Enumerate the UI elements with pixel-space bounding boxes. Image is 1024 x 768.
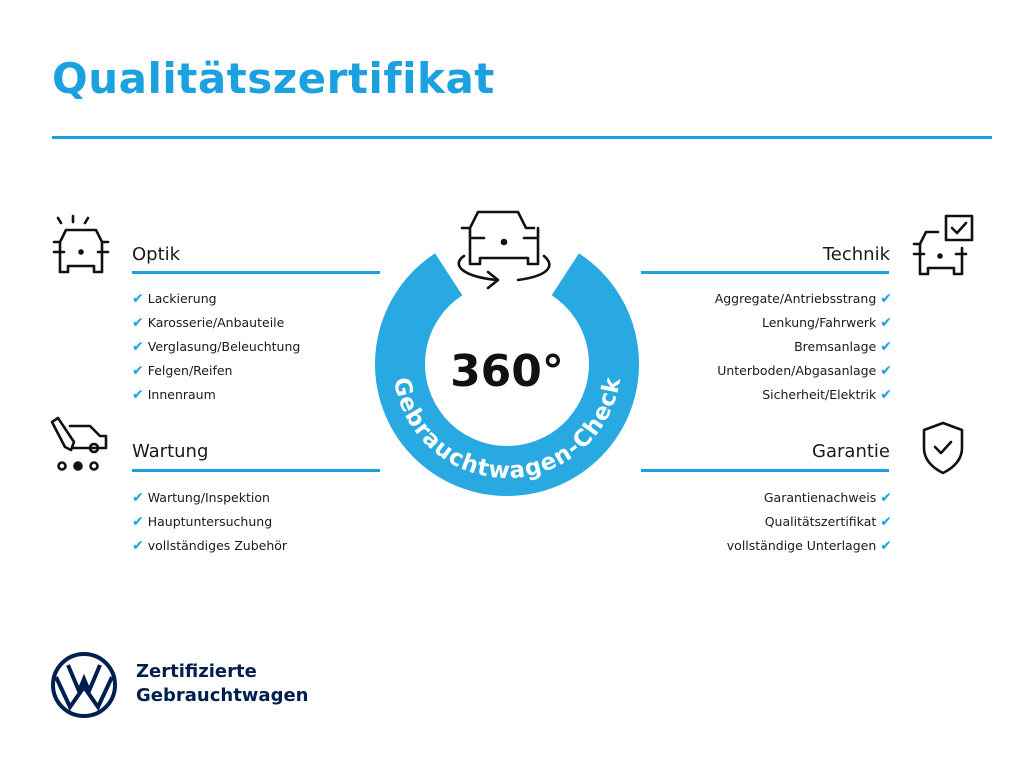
check-icon: ✔: [880, 363, 892, 379]
check-icon: ✔: [880, 514, 892, 530]
list-item: Lenkung/Fahrwerk ✔: [642, 311, 892, 335]
check-icon: ✔: [880, 387, 892, 403]
list-item: ✔ Hauptuntersuchung: [132, 510, 382, 534]
car-rotate-icon: [457, 210, 551, 290]
item-label: Sicherheit/Elektrik: [762, 387, 877, 402]
page-title: Qualitätszertifikat: [52, 54, 495, 103]
list-item: Garantienachweis ✔: [642, 486, 892, 510]
brand-line-2: Gebrauchtwagen: [136, 685, 309, 706]
check-icon: ✔: [132, 387, 144, 403]
list-item: ✔ Wartung/Inspektion: [132, 486, 382, 510]
shield-check-icon: [922, 421, 964, 475]
list-item: vollständige Unterlagen ✔: [642, 534, 892, 558]
degree-label: 360°: [450, 346, 564, 397]
list-item: ✔ Innenraum: [132, 383, 382, 407]
list-wartung: ✔ Wartung/Inspektion ✔ Hauptuntersuchung ✔…: [132, 486, 382, 558]
list-garantie: Garantienachweis ✔ Qualitätszertifikat ✔ v…: [642, 486, 892, 558]
section-divider-wartung: [132, 469, 380, 472]
list-item: ✔ Lackierung: [132, 287, 382, 311]
section-title-technik: Technik: [822, 244, 890, 265]
item-label: Karosserie/Anbauteile: [147, 315, 285, 330]
ring-arc: [375, 253, 639, 497]
list-item: ✔ Karosserie/Anbauteile: [132, 311, 382, 335]
list-item: ✔ Felgen/Reifen: [132, 359, 382, 383]
check-icon: ✔: [132, 490, 144, 506]
item-label: Verglasung/Beleuchtung: [147, 339, 301, 354]
check-icon: ✔: [132, 291, 144, 307]
list-technik: Aggregate/Antriebsstrang ✔ Lenkung/Fahrwe…: [642, 287, 892, 407]
check-icon: ✔: [132, 339, 144, 355]
list-item: Aggregate/Antriebsstrang ✔: [642, 287, 892, 311]
item-label: Garantienachweis: [763, 490, 877, 505]
item-label: Lenkung/Fahrwerk: [762, 315, 877, 330]
brand-line-1: Zertifizierte: [136, 661, 257, 682]
title-divider: [52, 136, 992, 139]
check-icon: ✔: [880, 339, 892, 355]
section-title-garantie: Garantie: [812, 441, 890, 462]
check-icon: ✔: [132, 363, 144, 379]
list-item: ✔ vollständiges Zubehör: [132, 534, 382, 558]
check-360-badge: Gebrauchtwagen-Check 360°: [375, 210, 639, 497]
item-label: vollständige Unterlagen: [726, 538, 877, 553]
item-label: Unterboden/Abgasanlage: [717, 363, 877, 378]
check-icon: ✔: [132, 315, 144, 331]
check-icon: ✔: [880, 490, 892, 506]
item-label: Lackierung: [147, 291, 217, 306]
section-title-optik: Optik: [132, 244, 181, 265]
service-van-icon: [50, 416, 108, 471]
item-label: Wartung/Inspektion: [147, 490, 270, 505]
list-optik: ✔ Lackierung ✔ Karosserie/Anbauteile ✔ Verg…: [132, 287, 382, 407]
section-divider-optik: [132, 271, 380, 274]
section-divider-garantie: [641, 469, 889, 472]
car-checklist-icon: [912, 214, 974, 276]
car-lights-icon: [52, 214, 110, 274]
item-label: Innenraum: [147, 387, 216, 402]
item-label: vollständiges Zubehör: [147, 538, 288, 553]
item-label: Hauptuntersuchung: [147, 514, 273, 529]
item-label: Bremsanlage: [794, 339, 877, 354]
check-icon: ✔: [880, 538, 892, 554]
list-item: Unterboden/Abgasanlage ✔: [642, 359, 892, 383]
check-icon: ✔: [132, 538, 144, 554]
check-icon: ✔: [880, 315, 892, 331]
vw-logo: [51, 652, 117, 718]
list-item: ✔ Verglasung/Beleuchtung: [132, 335, 382, 359]
list-item: Sicherheit/Elektrik ✔: [642, 383, 892, 407]
check-icon: ✔: [880, 291, 892, 307]
item-label: Felgen/Reifen: [147, 363, 233, 378]
section-title-wartung: Wartung: [132, 441, 209, 462]
section-divider-technik: [641, 271, 889, 274]
item-label: Aggregate/Antriebsstrang: [714, 291, 877, 306]
list-item: Qualitätszertifikat ✔: [642, 510, 892, 534]
check-icon: ✔: [132, 514, 144, 530]
list-item: Bremsanlage ✔: [642, 335, 892, 359]
item-label: Qualitätszertifikat: [764, 514, 877, 529]
brand-label: Zertifizierte Gebrauchtwagen: [136, 660, 308, 708]
